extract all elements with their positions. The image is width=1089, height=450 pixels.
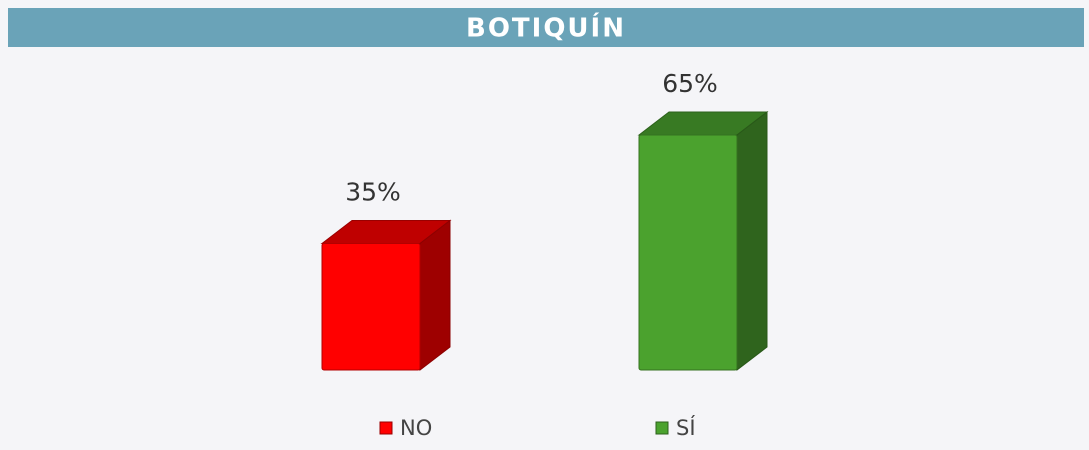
chart-title: BOTIQUÍN — [466, 12, 626, 44]
bar — [638, 134, 738, 371]
title-bar — [8, 8, 1084, 47]
legend-label: NO — [400, 416, 432, 440]
legend-swatch — [655, 421, 669, 435]
bar — [321, 242, 421, 371]
legend-label: SÍ — [676, 415, 696, 440]
bar-side — [419, 219, 451, 372]
data-label: 65% — [662, 69, 718, 98]
bar-side — [736, 110, 768, 372]
legend-swatch — [379, 421, 393, 435]
data-label: 35% — [345, 177, 401, 206]
